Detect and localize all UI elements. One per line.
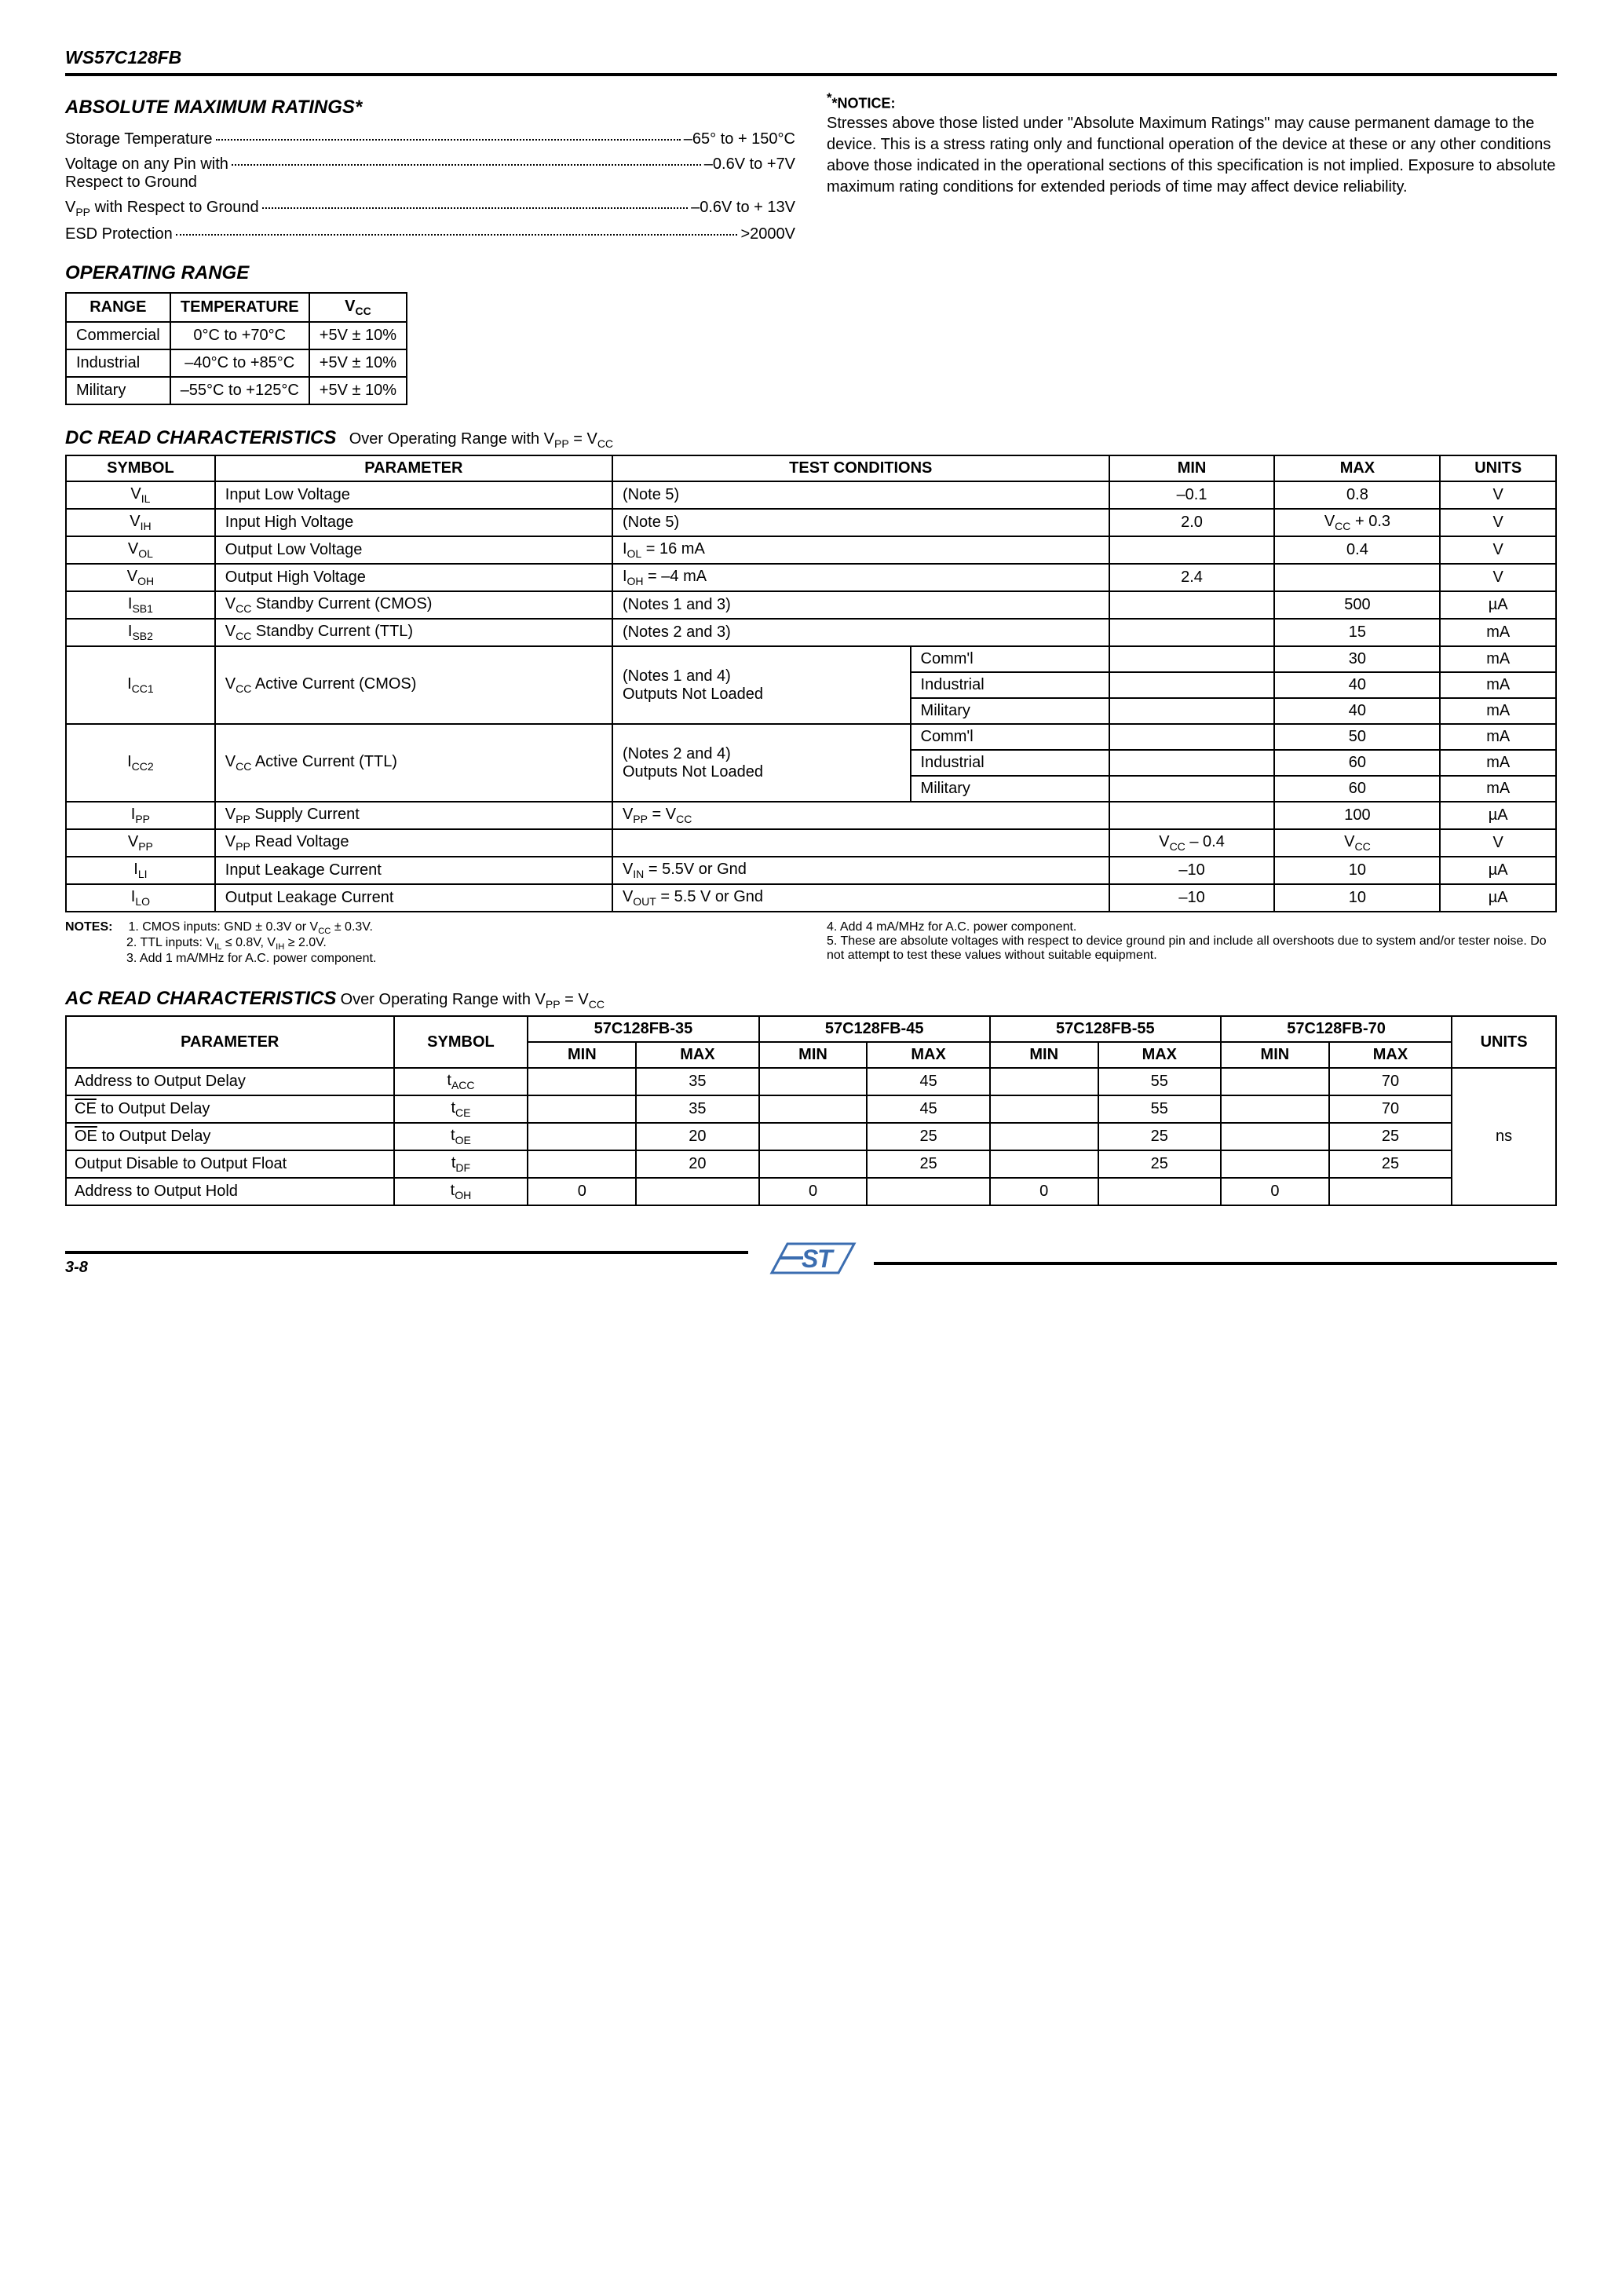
- table-row: Commercial0°C to +70°C+5V ± 10%: [66, 322, 407, 349]
- st-logo-icon: S T: [764, 1238, 858, 1289]
- op-range-table: RANGETEMPERATUREVCCCommercial0°C to +70°…: [65, 292, 407, 405]
- table-row: OE to Output DelaytOE20252525: [66, 1123, 1556, 1150]
- note-item: 3. Add 1 mA/MHz for A.C. power component…: [126, 952, 376, 965]
- note-item: 4. Add 4 mA/MHz for A.C. power component…: [827, 920, 1557, 934]
- table-header: 57C128FB-70: [1221, 1016, 1452, 1042]
- dc-read-table: SYMBOLPARAMETERTEST CONDITIONSMINMAXUNIT…: [65, 455, 1557, 912]
- table-row: Address to Output DelaytACC35455570ns: [66, 1068, 1556, 1095]
- part-number: WS57C128FB: [65, 47, 181, 68]
- table-row: VOLOutput Low VoltageIOL = 16 mA0.4V: [66, 536, 1556, 564]
- table-row: Military–55°C to +125°C+5V ± 10%: [66, 377, 407, 404]
- rating-value: >2000V: [740, 225, 795, 243]
- note-item: 2. TTL inputs: VIL ≤ 0.8V, VIH ≥ 2.0V.: [126, 936, 327, 949]
- rating-line: VPP with Respect to Ground –0.6V to + 13V: [65, 195, 795, 218]
- table-row: Industrial–40°C to +85°C+5V ± 10%: [66, 349, 407, 377]
- ac-read-table: PARAMETERSYMBOL57C128FB-3557C128FB-4557C…: [65, 1015, 1557, 1206]
- table-header: 57C128FB-55: [990, 1016, 1221, 1042]
- table-row: ICC1VCC Active Current (CMOS)(Notes 1 an…: [66, 646, 1556, 672]
- note-item: 1. CMOS inputs: GND ± 0.3V or VCC ± 0.3V…: [128, 920, 372, 934]
- ac-read-subtitle: Over Operating Range with VPP = VCC: [341, 991, 605, 1008]
- ac-read-title: AC READ CHARACTERISTICS: [65, 988, 336, 1009]
- rating-label: ESD Protection: [65, 225, 173, 243]
- rating-line: ESD Protection >2000V: [65, 221, 795, 243]
- table-row: VOHOutput High VoltageIOH = –4 mA2.4V: [66, 564, 1556, 591]
- op-range-title: OPERATING RANGE: [65, 262, 795, 284]
- notice-text: Stresses above those listed under "Absol…: [827, 113, 1557, 198]
- table-header: VCC: [309, 293, 407, 322]
- notice-title: **NOTICE:: [827, 90, 1557, 113]
- table-row: IPPVPP Supply CurrentVPP = VCC100µA: [66, 802, 1556, 829]
- table-row: ISB2VCC Standby Current (TTL)(Notes 2 an…: [66, 619, 1556, 646]
- rating-line: Storage Temperature –65° to + 150°C: [65, 126, 795, 148]
- table-row: VILInput Low Voltage(Note 5)–0.10.8V: [66, 481, 1556, 509]
- rating-value: –65° to + 150°C: [684, 130, 795, 148]
- table-row: Output Disable to Output FloattDF2025252…: [66, 1150, 1556, 1178]
- table-header: 57C128FB-35: [528, 1016, 758, 1042]
- rating-value: –0.6V to + 13V: [691, 199, 795, 217]
- abs-max-ratings: Storage Temperature –65° to + 150°C Voltag…: [65, 126, 795, 243]
- rating-value: –0.6V to +7V: [704, 155, 795, 174]
- table-row: ILIInput Leakage CurrentVIN = 5.5V or Gn…: [66, 857, 1556, 884]
- table-row: CE to Output DelaytCE35455570: [66, 1095, 1556, 1123]
- page-number: 3-8: [65, 1259, 748, 1277]
- page-footer: 3-8 S T: [65, 1238, 1557, 1289]
- abs-max-title: ABSOLUTE MAXIMUM RATINGS*: [65, 97, 795, 119]
- svg-text:T: T: [817, 1245, 835, 1273]
- notes-label: NOTES:: [65, 920, 112, 934]
- table-header: RANGE: [66, 293, 170, 322]
- table-row: VIHInput High Voltage(Note 5)2.0VCC + 0.…: [66, 509, 1556, 536]
- svg-text:S: S: [802, 1245, 819, 1273]
- table-row: VPPVPP Read VoltageVCC – 0.4VCCV: [66, 829, 1556, 857]
- rating-label: VPP with Respect to Ground: [65, 199, 259, 218]
- rating-label: Storage Temperature: [65, 130, 213, 148]
- table-row: ICC2VCC Active Current (TTL)(Notes 2 and…: [66, 724, 1556, 750]
- rating-line: Voltage on any Pin withRespect to Ground…: [65, 152, 795, 192]
- table-header: TEMPERATURE: [170, 293, 309, 322]
- table-row: ILOOutput Leakage CurrentVOUT = 5.5 V or…: [66, 884, 1556, 912]
- dc-read-subtitle: Over Operating Range with VPP = VCC: [341, 430, 613, 448]
- dc-read-title: DC READ CHARACTERISTICS: [65, 427, 336, 448]
- table-row: ISB1VCC Standby Current (CMOS)(Notes 1 a…: [66, 591, 1556, 619]
- note-item: 5. These are absolute voltages with resp…: [827, 934, 1557, 963]
- rating-label: Voltage on any Pin withRespect to Ground: [65, 155, 228, 192]
- table-row: Address to Output HoldtOH0000: [66, 1178, 1556, 1205]
- page-header: WS57C128FB: [65, 47, 1557, 76]
- table-header: 57C128FB-45: [759, 1016, 990, 1042]
- notes-block: NOTES: 1. CMOS inputs: GND ± 0.3V or VCC …: [65, 920, 1557, 966]
